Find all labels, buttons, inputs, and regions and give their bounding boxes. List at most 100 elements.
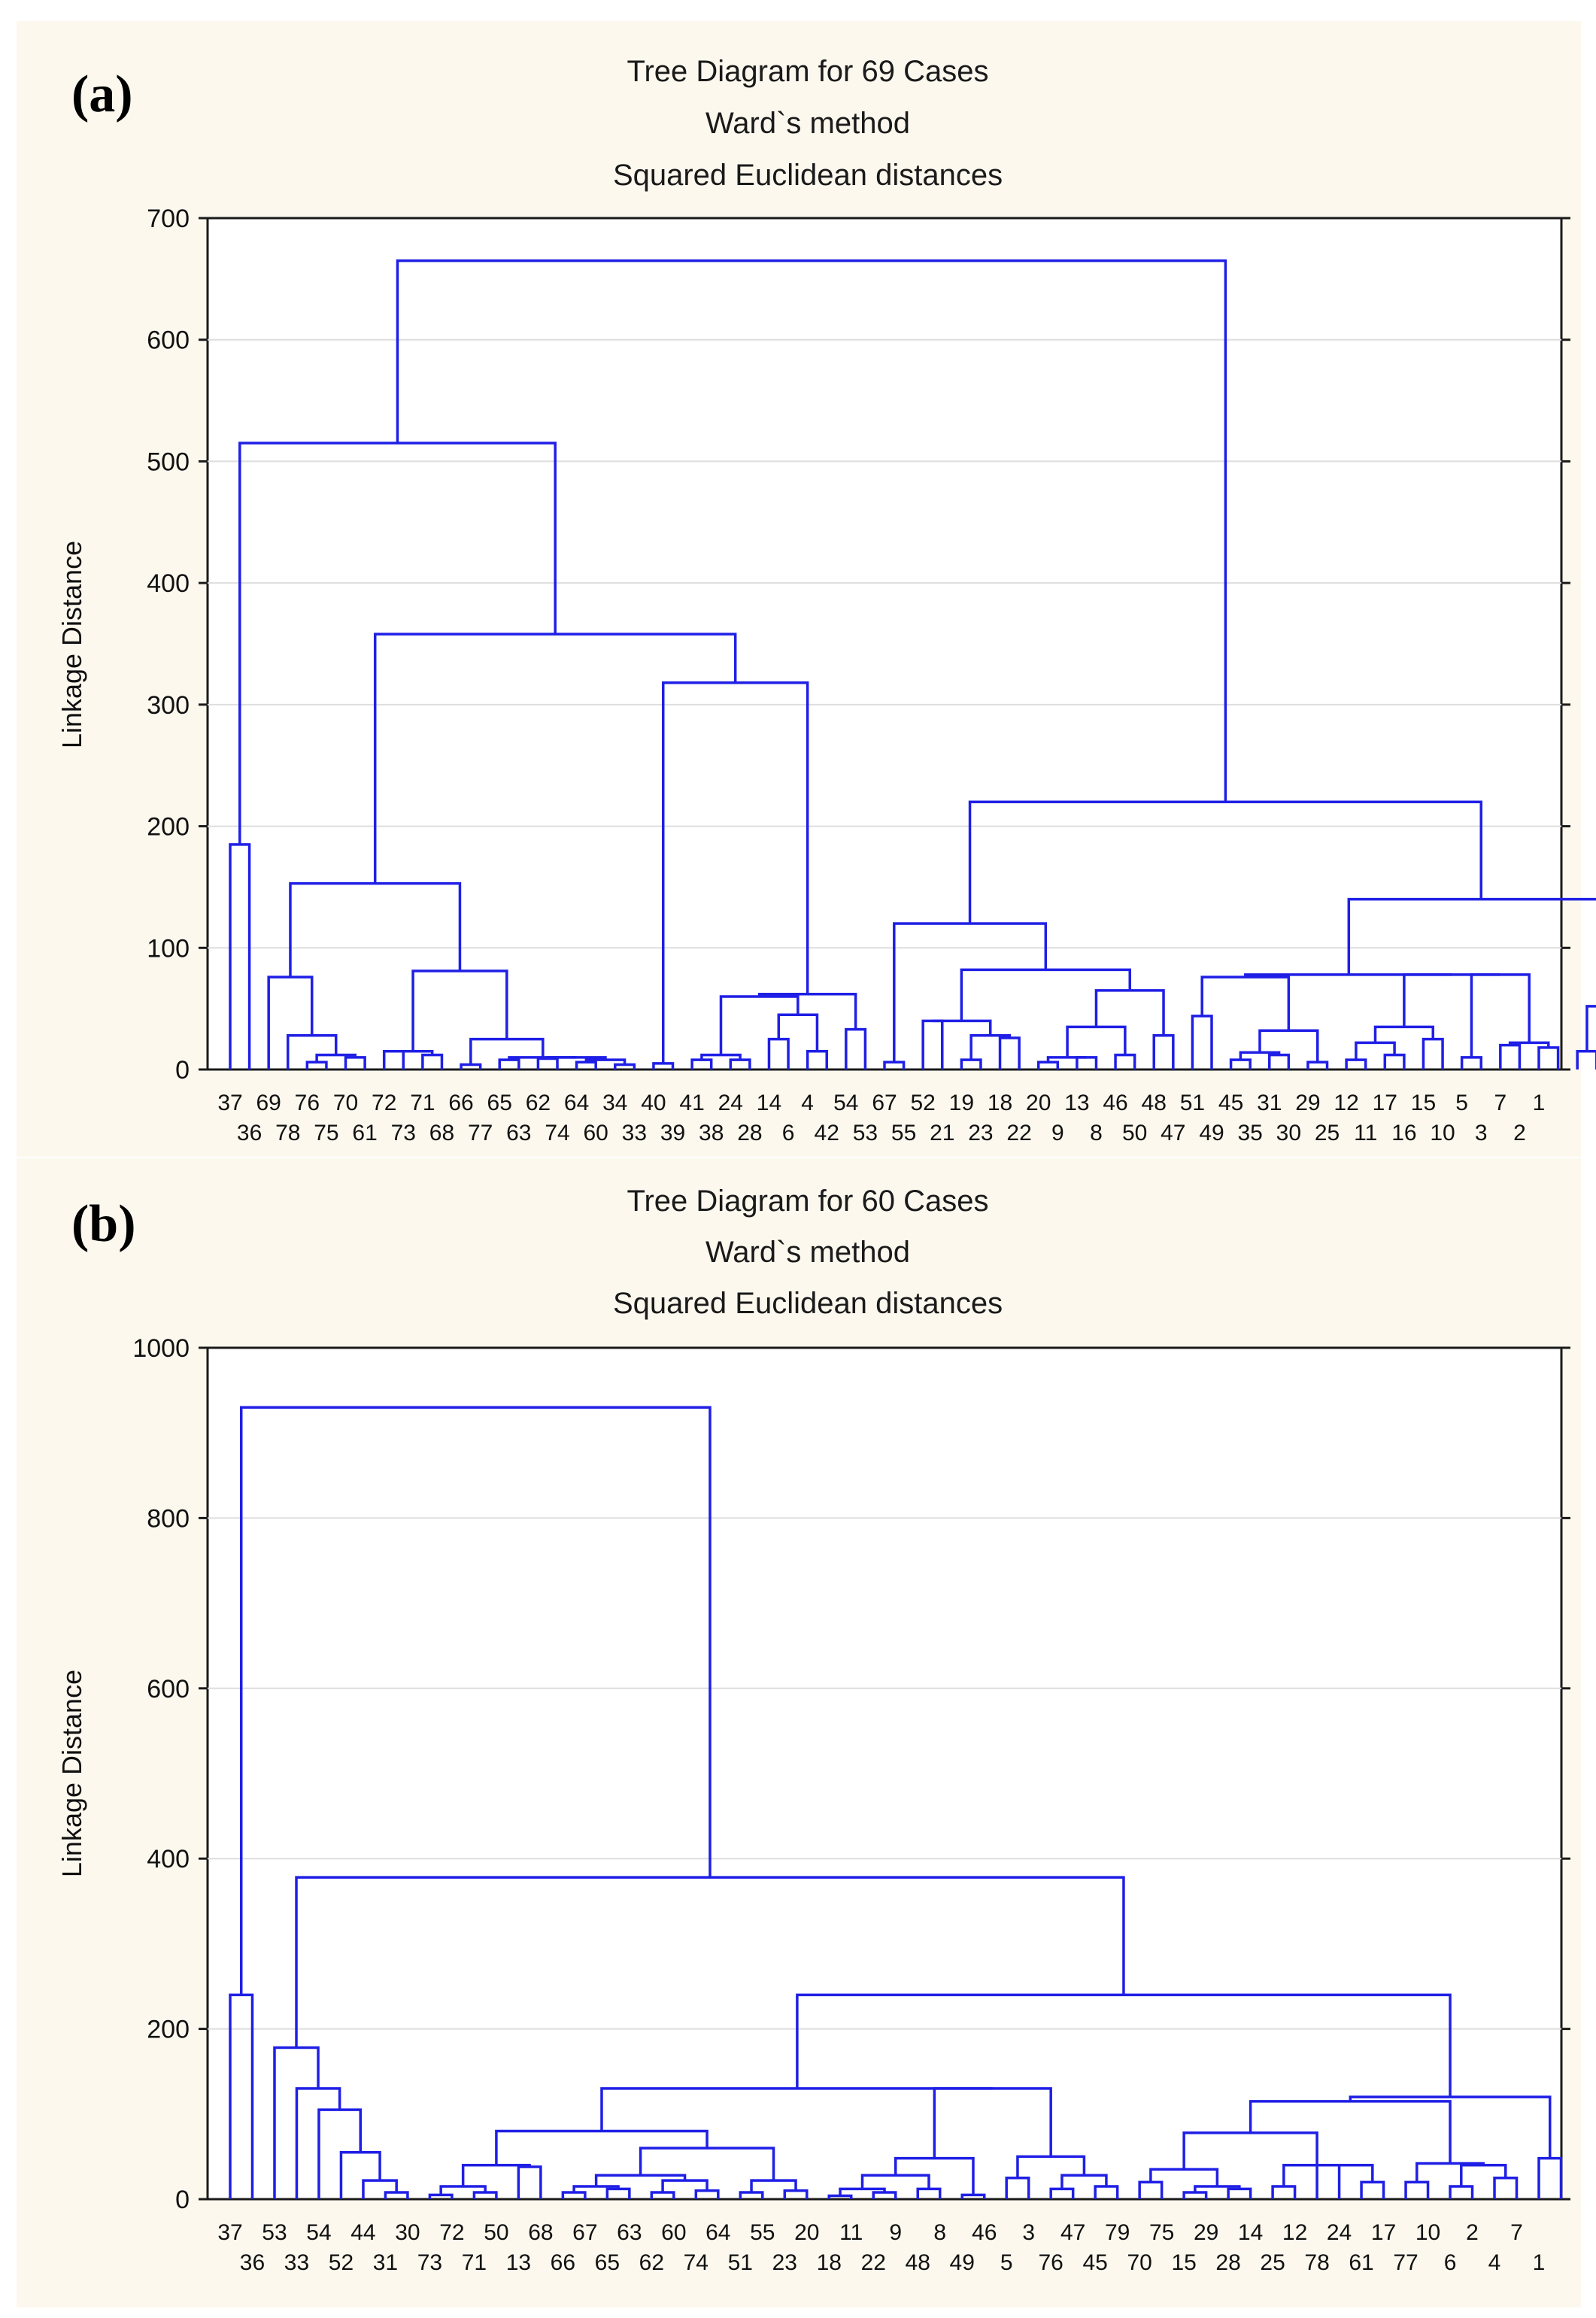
leaf-label: 5 [1000, 2250, 1013, 2275]
panel-a-tree [229, 259, 1596, 1069]
dendrogram-link [1415, 2162, 1485, 2183]
leaf-label: 23 [772, 2250, 797, 2275]
y-tick-label: 1000 [132, 1334, 190, 1363]
panel-a-y-ticks: 0 100 200 300 400 500 600 700 [147, 205, 1570, 1085]
leaf-label: 29 [1295, 1091, 1320, 1115]
leaf-label: 48 [906, 2250, 930, 2275]
leaf-label: 75 [314, 1121, 338, 1145]
dendrogram-link [1470, 973, 1531, 1057]
dendrogram-link [757, 992, 857, 1030]
panel-a-subtitle-method: Ward`s method [705, 107, 910, 140]
leaf-label: 9 [889, 2220, 902, 2245]
leaf-label: 4 [1488, 2250, 1501, 2275]
dendrogram-link [661, 2179, 708, 2192]
leaf-label: 69 [256, 1091, 281, 1115]
leaf-label: 45 [1082, 2250, 1107, 2275]
leaf-label: 76 [1038, 2250, 1063, 2275]
leaf-label: 16 [1391, 1121, 1416, 1145]
leaf-label: 6 [782, 1121, 795, 1145]
leaf-label: 68 [528, 2220, 553, 2245]
leaf-label: 15 [1171, 2250, 1196, 2275]
leaf-label: 15 [1411, 1091, 1436, 1115]
leaf-label: 13 [1064, 1091, 1089, 1115]
dendrogram-link [289, 881, 462, 978]
panel-a-leaf-labels: 3736697876757061727371686677656362746460… [217, 1091, 1545, 1145]
leaf-label: 21 [930, 1121, 954, 1145]
dendrogram-link [305, 1060, 328, 1069]
leaf-label: 73 [417, 2250, 442, 2275]
dendrogram-link [508, 1056, 577, 1060]
leaf-label: 25 [1315, 1121, 1340, 1145]
leaf-label: 12 [1334, 1091, 1358, 1115]
panel-b-leaf-labels: 3736533354524431307372715013686667656362… [217, 2220, 1545, 2275]
leaf-label: 44 [350, 2220, 375, 2245]
leaf-label: 36 [240, 2250, 265, 2275]
leaf-label: 53 [853, 1121, 878, 1145]
y-tick-label: 400 [147, 569, 190, 598]
dendrogram-link [1306, 1060, 1329, 1069]
leaf-label: 60 [661, 2220, 686, 2245]
leaf-label: 47 [1060, 2220, 1085, 2245]
leaf-label: 20 [794, 2220, 819, 2245]
leaf-label: 51 [728, 2250, 753, 2275]
dendrogram-link [883, 1060, 906, 1069]
y-tick-label: 300 [147, 691, 190, 720]
y-tick-label: 600 [147, 326, 190, 355]
leaf-label: 10 [1430, 1121, 1455, 1145]
leaf-label: 2 [1513, 1121, 1526, 1145]
leaf-label: 72 [439, 2220, 464, 2245]
leaf-label: 66 [551, 2250, 575, 2275]
dendrogram-link [1049, 2187, 1075, 2199]
panel-a-letter: (a) [71, 65, 133, 123]
leaf-label: 9 [1051, 1121, 1064, 1145]
leaf-label: 71 [410, 1091, 435, 1115]
leaf-label: 51 [1180, 1091, 1205, 1115]
leaf-label: 53 [262, 2220, 287, 2245]
leaf-label: 73 [391, 1121, 416, 1145]
leaf-label: 60 [583, 1121, 608, 1145]
panel-b-letter: (b) [71, 1195, 136, 1253]
leaf-label: 33 [284, 2250, 309, 2275]
dendrogram-link [600, 2087, 993, 2131]
leaf-label: 55 [750, 2220, 775, 2245]
dendrogram-link [229, 843, 251, 1069]
dendrogram-link [393, 1049, 434, 1055]
leaf-label: 28 [737, 1121, 762, 1145]
leaf-label: 22 [1006, 1121, 1031, 1145]
leaf-label: 31 [1257, 1091, 1282, 1115]
leaf-label: 8 [933, 2220, 946, 2245]
leaf-label: 79 [1105, 2220, 1130, 2245]
leaf-label: 49 [950, 2250, 975, 2275]
panel-a-plot-area [206, 217, 1563, 1071]
leaf-label: 13 [506, 2250, 531, 2275]
leaf-label: 63 [617, 2220, 642, 2245]
leaf-label: 4 [801, 1091, 814, 1115]
dendrogram-link [344, 1056, 366, 1069]
leaf-label: 20 [1026, 1091, 1051, 1115]
leaf-label: 34 [602, 1091, 627, 1115]
leaf-label: 52 [910, 1091, 935, 1115]
leaf-label: 74 [545, 1121, 569, 1145]
leaf-label: 72 [372, 1091, 396, 1115]
leaf-label: 55 [891, 1121, 916, 1145]
leaf-label: 31 [373, 2250, 398, 2275]
dendrogram-link [239, 1406, 712, 1995]
leaf-label: 54 [306, 2220, 331, 2245]
dendrogram-link [839, 2187, 886, 2196]
leaf-label: 77 [1393, 2250, 1418, 2275]
leaf-label: 33 [622, 1121, 647, 1145]
panel-b-gridlines [208, 1517, 1561, 2030]
leaf-label: 18 [817, 2250, 842, 2275]
panel-b: (b) Tree Diagram for 60 Cases Ward`s met… [17, 1158, 1581, 2307]
y-tick-label: 700 [147, 205, 190, 233]
dendrogram-link [1460, 1056, 1482, 1069]
leaf-label: 23 [968, 1121, 993, 1145]
y-tick-label: 800 [147, 1504, 190, 1533]
leaf-label: 14 [757, 1091, 781, 1115]
leaf-label: 75 [1149, 2220, 1174, 2245]
y-tick-label: 100 [147, 934, 190, 963]
leaf-label: 47 [1161, 1121, 1185, 1145]
dendrogram-link [1046, 1056, 1087, 1063]
dendrogram-link [575, 1060, 597, 1069]
